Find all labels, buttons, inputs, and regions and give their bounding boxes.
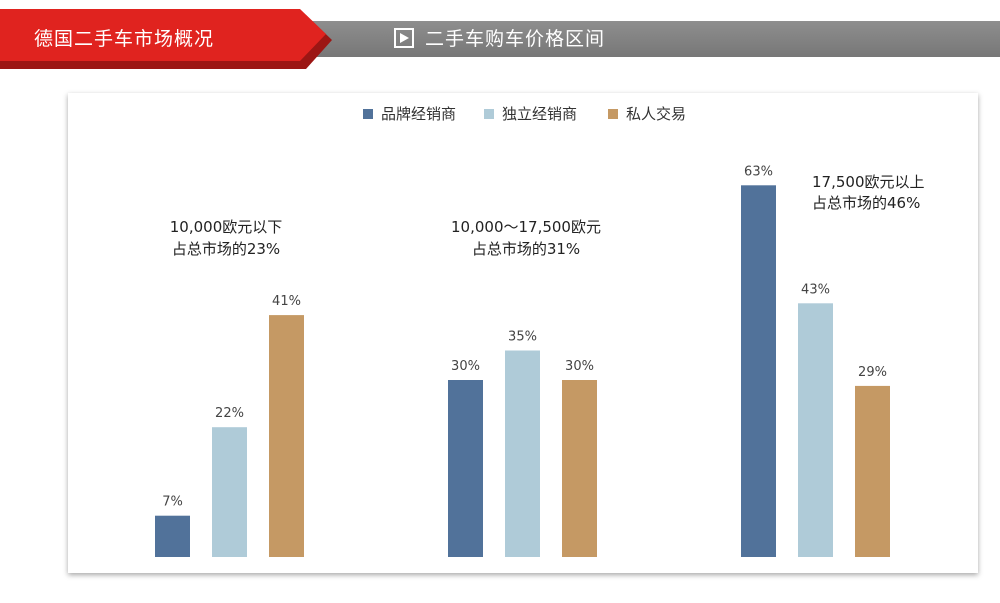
data-label: 30% (565, 359, 594, 374)
bar (155, 515, 190, 557)
group-annotation: 占总市场的46% (812, 194, 920, 212)
section-title: 德国二手车市场概况 (34, 28, 215, 50)
bar (741, 185, 776, 558)
bar (855, 385, 890, 557)
group-annotation: 占总市场的23% (172, 240, 280, 258)
bar (505, 350, 540, 557)
group-annotation: 10,000欧元以下 (170, 218, 283, 236)
group-annotation: 17,500欧元以上 (812, 173, 925, 191)
bar-chart: 品牌经销商 独立经销商 私人交易 7% 22% 41% 10,000欧元以下占总市场的23%… (155, 105, 925, 558)
legend-swatch (608, 109, 618, 119)
legend-swatch (484, 109, 494, 119)
legend-label: 独立经销商 (502, 105, 577, 123)
data-label: 30% (451, 359, 480, 374)
legend-swatch (363, 109, 373, 119)
data-label: 22% (215, 406, 244, 421)
data-label: 29% (858, 365, 887, 380)
chart-subtitle: 二手车购车价格区间 (425, 28, 606, 50)
bar (798, 303, 833, 557)
bar (269, 315, 304, 557)
legend-label: 品牌经销商 (381, 105, 456, 123)
data-label: 63% (744, 164, 773, 179)
chart-panel: 品牌经销商 独立经销商 私人交易 7% 22% 41% 10,000欧元以下 占总市场的23%… (68, 93, 978, 573)
data-label: 35% (508, 330, 537, 345)
bar (212, 427, 247, 557)
data-label: 43% (801, 282, 830, 297)
data-label: 41% (272, 294, 301, 309)
data-label: 7% (162, 495, 183, 510)
play-icon (394, 28, 414, 48)
legend-label: 私人交易 (626, 105, 686, 123)
bar (448, 380, 483, 557)
bar (562, 380, 597, 557)
group-annotation: 10,000～17,500欧元 (451, 218, 601, 236)
group-annotation: 占总市场的31% (472, 240, 580, 258)
